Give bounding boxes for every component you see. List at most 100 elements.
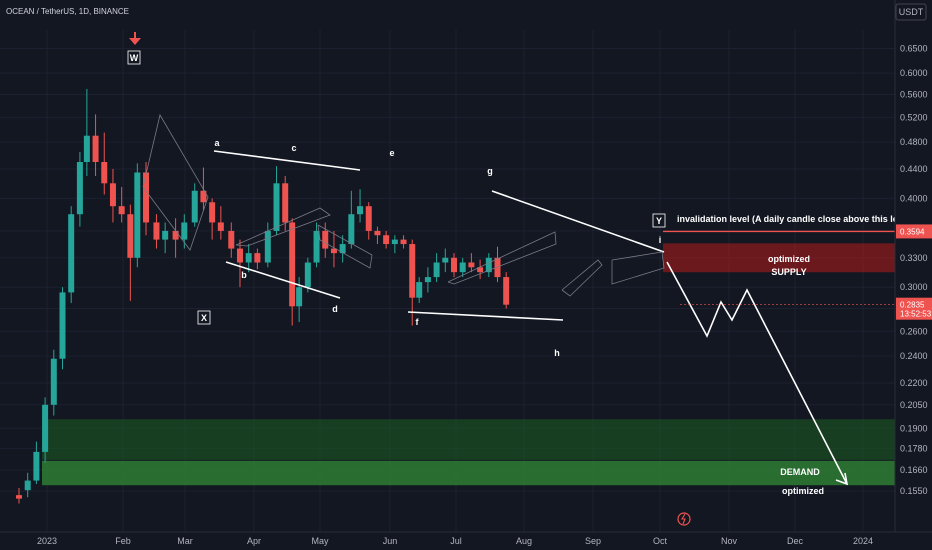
time-tick-label: 2024 — [853, 536, 873, 546]
price-tick-label: 0.4400 — [900, 164, 928, 174]
supply-zone — [663, 243, 895, 273]
invalidation-price-text: 0.3594 — [900, 227, 925, 236]
candle-body — [282, 183, 289, 223]
supply-label-line2: SUPPLY — [771, 267, 806, 277]
price-tick-label: 0.1780 — [900, 443, 928, 453]
candle-body — [485, 257, 492, 273]
candle-body — [400, 239, 407, 245]
price-tick-label: 0.1550 — [900, 486, 928, 496]
candle-body — [433, 262, 440, 278]
time-tick-label: Apr — [247, 536, 261, 546]
candle-body — [76, 162, 83, 215]
candle-body — [442, 257, 449, 263]
price-tick-label: 0.3300 — [900, 253, 928, 263]
price-tick-label: 0.5200 — [900, 112, 928, 122]
last-price-tag — [896, 297, 932, 320]
candle-body — [191, 190, 198, 223]
candle-body — [236, 248, 243, 263]
time-tick-label: Dec — [787, 536, 804, 546]
candle-body — [127, 214, 134, 258]
time-tick-label: Nov — [721, 536, 738, 546]
candle-body — [374, 230, 381, 236]
price-axis[interactable]: 0.6500 0.6000 0.5600 0.5200 0.4800 0.4400 0.40… — [894, 0, 932, 550]
candle-body — [416, 282, 423, 298]
candle-body — [254, 253, 261, 263]
candle-body — [68, 214, 75, 293]
price-tick-label: 0.6000 — [900, 68, 928, 78]
wave-label-d: d — [332, 304, 338, 314]
time-axis[interactable]: 2023 Feb Mar Apr May Jun Jul Aug Sep Oct Nov Dec 202… — [0, 531, 932, 546]
candle-body — [409, 244, 416, 298]
candle-body — [92, 135, 99, 163]
time-tick-label: Sep — [585, 536, 601, 546]
candle-body — [209, 202, 216, 223]
supply-label-line1: optimized — [768, 254, 810, 264]
price-tick-label: 0.2600 — [900, 326, 928, 336]
candle-body — [264, 230, 271, 263]
chart-title: OCEAN / TetherUS, 1D, BINANCE — [6, 7, 129, 16]
candle-body — [50, 358, 57, 405]
wave-label-box — [197, 310, 211, 325]
candle-body — [459, 262, 466, 273]
wave-label-w: W — [130, 53, 139, 63]
candle-body — [273, 183, 280, 231]
candle-body — [339, 244, 346, 254]
demand-label-line1: DEMAND — [780, 467, 820, 477]
candles-layer — [16, 89, 510, 504]
candle-body — [24, 480, 31, 491]
candle-body — [357, 206, 364, 215]
candle-body — [391, 239, 398, 245]
currency-button[interactable]: USDT — [895, 3, 927, 21]
candle-body — [383, 235, 390, 245]
candle-body — [109, 183, 116, 207]
price-tick-label: 0.3000 — [900, 282, 928, 292]
candle-body — [365, 206, 372, 231]
candle-body — [83, 135, 90, 163]
triangle-h2 — [611, 251, 665, 285]
candle-body — [296, 287, 303, 307]
time-tick-label: Jul — [450, 536, 462, 546]
candle-body — [503, 277, 510, 305]
candle-body — [313, 230, 320, 263]
candle-body — [348, 214, 355, 245]
wave-label-h: h — [554, 348, 560, 358]
last-price-text: 0.2835 — [900, 301, 925, 310]
candle-body — [42, 404, 49, 452]
trendline-fh — [407, 311, 564, 321]
candle-body — [16, 495, 22, 499]
triangle-h1 — [561, 259, 603, 297]
currency-button-label[interactable]: USDT — [899, 7, 924, 17]
candle-body — [289, 222, 296, 307]
countdown-text: 13:52:53 — [900, 310, 932, 319]
wave-label-b: b — [241, 270, 247, 280]
triangle-w — [142, 113, 209, 251]
trendline-ac — [213, 150, 361, 171]
wave-label-c: c — [291, 143, 296, 153]
candle-body — [162, 230, 169, 240]
candle-body — [228, 230, 235, 249]
candle-body — [217, 222, 224, 231]
demand-zone-lower — [42, 460, 895, 486]
candle-body — [477, 267, 484, 273]
time-tick-label: Mar — [177, 536, 193, 546]
lightning-icon-glyph — [681, 513, 686, 525]
candle-body — [322, 230, 329, 249]
candle-body — [468, 262, 475, 268]
candle-body — [330, 248, 337, 254]
down-arrow-icon — [129, 32, 141, 45]
wave-label-x: X — [201, 313, 207, 323]
wave-label-e: e — [389, 148, 394, 158]
price-tick-label: 0.6500 — [900, 43, 928, 53]
candle-body — [181, 222, 188, 240]
price-tick-label: 0.2050 — [900, 400, 928, 410]
demand-label-line2: optimized — [782, 486, 824, 496]
drawings-layer — [142, 113, 895, 486]
candle-body — [59, 292, 66, 359]
lightning-icon[interactable] — [677, 512, 691, 526]
wave-label-a: a — [214, 138, 220, 148]
price-tick-label: 0.1900 — [900, 423, 928, 433]
time-tick-label: May — [311, 536, 329, 546]
triangle-b — [235, 207, 331, 247]
price-tick-label: 0.1660 — [900, 465, 928, 475]
